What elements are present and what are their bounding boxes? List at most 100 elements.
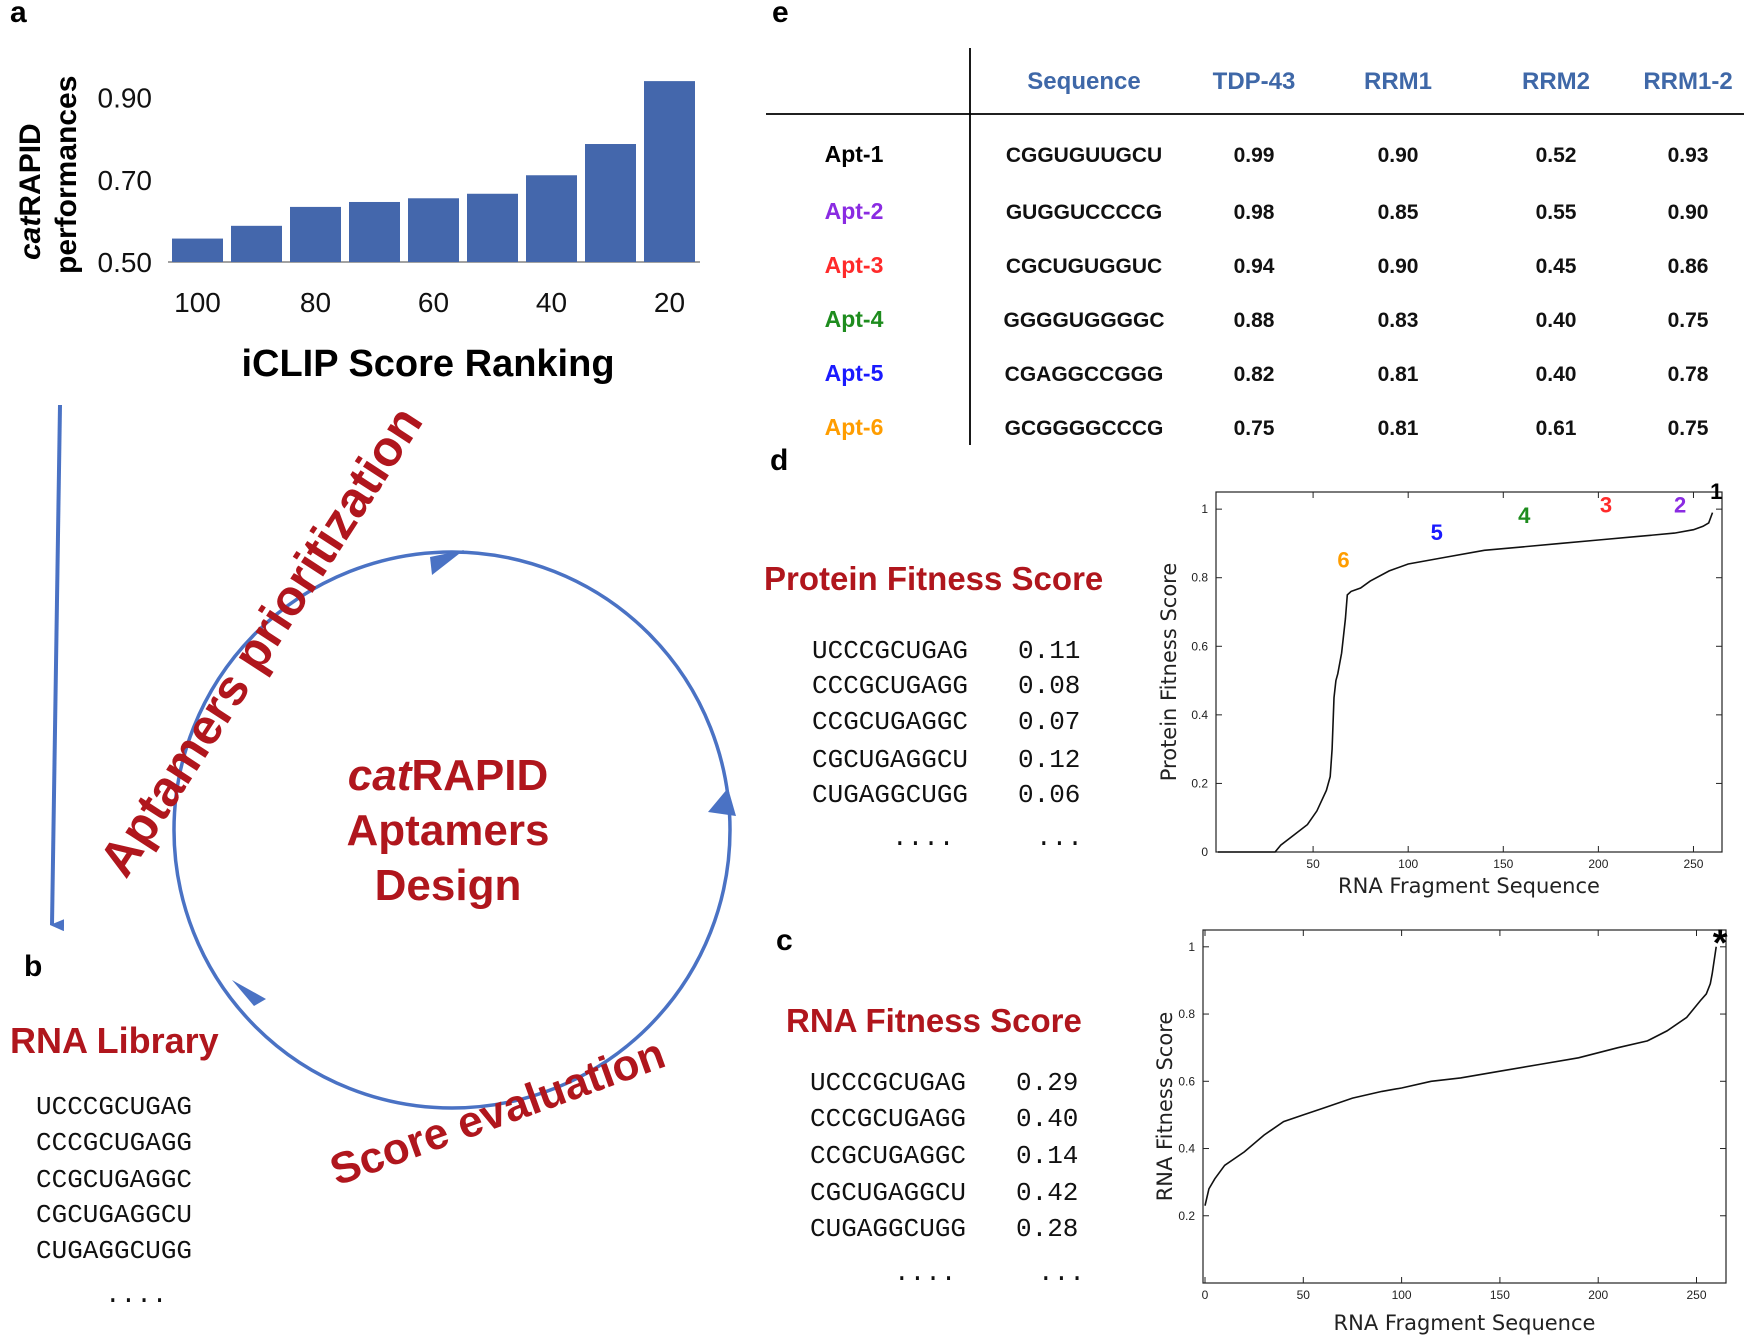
cell-rrm12: 0.93	[1668, 144, 1709, 167]
col-header-sequence: Sequence	[1027, 68, 1140, 95]
y-tick-label: 0.4	[1191, 708, 1208, 722]
protein-fitness-title: Protein Fitness Score	[764, 560, 1103, 597]
cell-rrm1: 0.83	[1378, 309, 1419, 332]
bar-100	[172, 238, 223, 262]
cell-tdp43: 0.99	[1234, 144, 1275, 167]
fitness-curve	[1218, 512, 1714, 853]
x-tick-label: 50	[1297, 1288, 1311, 1302]
pfs-seq: CUGAGGCUGG	[812, 780, 968, 810]
cell-sequence: GGGGUGGGGC	[1003, 309, 1164, 332]
bar-30	[585, 144, 636, 262]
fitness-curve	[1204, 946, 1717, 1206]
col-header-rrm1: RRM1	[1364, 68, 1432, 95]
y-tick-label: 0.90	[98, 83, 153, 114]
cell-sequence: CGGUGUUGCU	[1006, 144, 1162, 167]
panel-label-d: d	[770, 444, 788, 477]
bar-70	[349, 201, 400, 262]
x-tick-label: 50	[1306, 857, 1320, 871]
cycle-center-italic: cat	[348, 751, 414, 800]
x-tick-label: 80	[300, 287, 331, 318]
rfs-ellipsis-seq: ....	[894, 1258, 956, 1288]
cell-tdp43: 0.98	[1234, 201, 1275, 224]
pfs-ellipsis-seq: ....	[892, 823, 954, 853]
cell-tdp43: 0.82	[1234, 363, 1275, 386]
cell-rrm1: 0.81	[1378, 363, 1419, 386]
rfs-score: 0.14	[1016, 1141, 1078, 1171]
library-seq: CGCUGAGGCU	[36, 1200, 192, 1230]
x-tick-label: 150	[1490, 1288, 1510, 1302]
bar-50	[467, 193, 518, 262]
cell-rrm12: 0.78	[1668, 363, 1709, 386]
panel-a-bar-chart: 0.50 0.70 0.90 100 80 60 40 20	[98, 81, 700, 318]
library-seq: UCCCGCUGAG	[36, 1092, 192, 1122]
cycle-center-line1: catRAPID	[348, 751, 549, 800]
protein-fitness-chart: 50 100 150 200 250 0 0.2 0.4 0.6 0.8 1 RNA Fragment…	[1157, 479, 1723, 898]
table-body: Apt-1 CGGUGUUGCU 0.99 0.90 0.52 0.93 Apt-2 GUGG…	[825, 141, 1709, 440]
table-row: Apt-5 CGAGGCCGGG 0.82 0.81 0.40 0.78	[825, 360, 1709, 386]
y-tick-label: 0.4	[1178, 1142, 1195, 1156]
aptamer-name: Apt-6	[825, 414, 884, 440]
pfs-score: 0.06	[1018, 780, 1080, 810]
rna-fitness-chart: 0 50 100 150 200 250 0.2 0.4 0.6 0.8 1 RNA Fragment…	[1153, 922, 1728, 1335]
col-header-tdp43: TDP-43	[1213, 68, 1296, 95]
cell-rrm1: 0.90	[1378, 144, 1419, 167]
cell-sequence: GCGGGGCCCG	[1005, 417, 1164, 440]
col-header-rrm2: RRM2	[1522, 68, 1590, 95]
protein-fitness-list: UCCCGCUGAG 0.11 CCCGCUGAGG 0.08 CCGCUGAG…	[812, 636, 1083, 853]
y-tick-label: 0.6	[1191, 639, 1208, 653]
plot-frame	[1215, 491, 1723, 853]
panel-label-e: e	[772, 0, 789, 29]
curve-annotation: 4	[1518, 503, 1531, 528]
panel-a-ylabel-line2: performances	[50, 76, 83, 274]
bar-90	[231, 225, 282, 262]
table-row: Apt-1 CGGUGUUGCU 0.99 0.90 0.52 0.93	[825, 141, 1709, 167]
y-tick-label: 0.70	[98, 165, 153, 196]
x-tick-label: 200	[1588, 1288, 1608, 1302]
y-tick-label: 0.8	[1178, 1007, 1195, 1021]
aptamer-name: Apt-4	[825, 306, 884, 332]
x-axis-label: RNA Fragment Sequence	[1334, 1311, 1596, 1335]
x-tick-label: 250	[1683, 857, 1703, 871]
pfs-score: 0.08	[1018, 671, 1080, 701]
table-row: Apt-2 GUGGUCCCCG 0.98 0.85 0.55 0.90	[825, 198, 1709, 224]
cell-tdp43: 0.88	[1234, 309, 1275, 332]
table-row: Apt-3 CGCUGUGGUC 0.94 0.90 0.45 0.86	[825, 252, 1709, 278]
rfs-seq: CCGCUGAGGC	[810, 1141, 966, 1171]
aptamer-name: Apt-3	[825, 252, 884, 278]
y-tick-label: 0.8	[1191, 571, 1208, 585]
curve-annotation: *	[1713, 922, 1728, 964]
svg-text:catRAPID performances: catRAPID performances	[14, 76, 83, 274]
bar-60	[408, 198, 459, 262]
cycle-arrow-right	[708, 788, 736, 816]
cell-rrm12: 0.90	[1668, 201, 1709, 224]
panel-label-a: a	[10, 0, 27, 29]
y-tick-label: 1	[1201, 502, 1208, 516]
cell-rrm12: 0.86	[1668, 255, 1709, 278]
library-seq: CUGAGGCUGG	[36, 1236, 192, 1266]
pfs-ellipsis-score: ...	[1036, 823, 1083, 853]
cell-rrm12: 0.75	[1668, 417, 1709, 440]
rna-library-title: RNA Library	[10, 1020, 219, 1061]
rfs-seq: CCCGCUGAGG	[810, 1104, 966, 1134]
x-tick-label: 20	[654, 287, 685, 318]
library-ellipsis: ....	[105, 1280, 167, 1310]
rfs-seq: CUGAGGCUGG	[810, 1214, 966, 1244]
cell-rrm2: 0.61	[1536, 417, 1577, 440]
cycle-center-line2: Aptamers	[347, 806, 550, 855]
cell-tdp43: 0.94	[1234, 255, 1275, 278]
rna-fitness-list: UCCCGCUGAG 0.29 CCCGCUGAGG 0.40 CCGCUGAG…	[810, 1068, 1085, 1288]
flow-arrow	[50, 404, 65, 932]
rfs-score: 0.42	[1016, 1178, 1078, 1208]
y-axis-label: RNA Fitness Score	[1153, 1012, 1177, 1202]
cell-sequence: GUGGUCCCCG	[1006, 201, 1162, 224]
panel-a-ylabel-rest: RAPID	[14, 123, 47, 216]
bar-20	[644, 81, 695, 262]
y-tick-label: 0.6	[1178, 1074, 1195, 1088]
pfs-seq: CCCGCUGAGG	[812, 671, 968, 701]
x-tick-label: 100	[174, 287, 221, 318]
y-tick-label: 1	[1188, 940, 1195, 954]
arc-label-score-evaluation: Score evaluation	[324, 1029, 672, 1195]
y-tick-label: 0.2	[1191, 776, 1208, 790]
cycle-arrow-top	[430, 550, 464, 575]
rfs-score: 0.40	[1016, 1104, 1078, 1134]
